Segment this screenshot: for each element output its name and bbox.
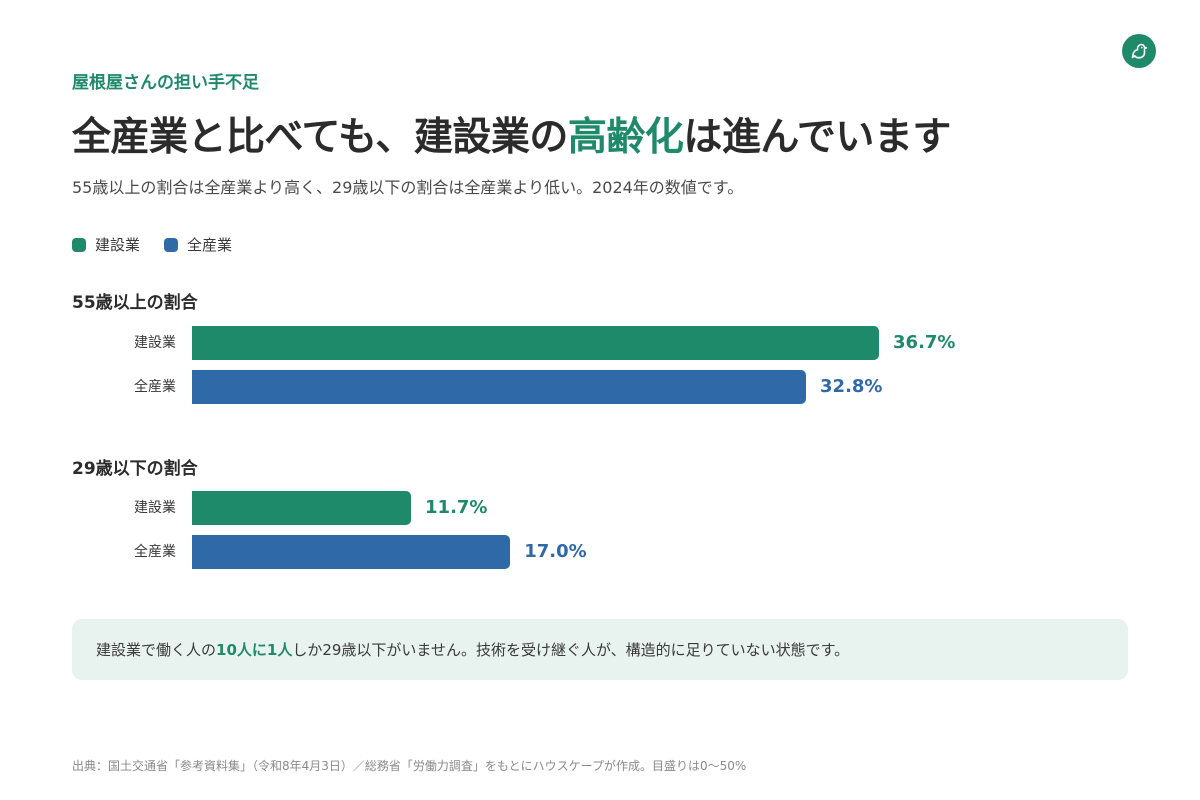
row-label: 全産業 <box>134 544 176 560</box>
callout-text-after: しか29歳以下がいません。技術を受け継ぐ人が、構造的に足りていない状態です。 <box>292 641 850 659</box>
value-29-under-construction: 11.7% <box>425 497 488 518</box>
eyebrow-label: 屋根屋さんの担い手不足 <box>72 73 259 93</box>
title-highlight: 高齢化 <box>567 115 684 160</box>
row-label: 建設業 <box>134 335 176 351</box>
legend-label-all-industries: 全産業 <box>187 236 233 254</box>
group-title-29-under: 29歳以下の割合 <box>72 459 198 479</box>
title-text-after: は進んでいます <box>683 115 951 160</box>
legend-item-construction: 建設業 <box>72 234 140 255</box>
value-55-plus-all-industries: 32.8% <box>820 376 883 397</box>
page-title: 全産業と比べても、建設業の高齢化は進んでいます <box>72 106 951 162</box>
legend-item-all-industries: 全産業 <box>164 234 232 255</box>
callout-text-before: 建設業で働く人の <box>96 641 217 659</box>
row-label: 建設業 <box>134 500 176 516</box>
page-subtitle: 55歳以上の割合は全産業より高く、29歳以下の割合は全産業より低い。2024年の… <box>72 178 744 197</box>
row-label: 全産業 <box>134 379 176 395</box>
bar-55-plus-all-industries <box>192 370 807 404</box>
bar-29-under-construction <box>192 491 412 525</box>
legend-swatch-all-industries <box>164 237 179 252</box>
callout-emphasis: 10人に1人 <box>216 641 293 659</box>
group-title-55-plus: 55歳以上の割合 <box>72 293 198 313</box>
bar-55-plus-construction <box>192 326 880 360</box>
chart-legend: 建設業 全産業 <box>72 234 232 255</box>
callout-box: 建設業で働く人の 10人に1人 しか29歳以下がいません。技術を受け継ぐ人が、構造的… <box>72 619 1128 680</box>
bar-29-under-all-industries <box>192 535 511 569</box>
legend-swatch-construction <box>72 237 86 252</box>
title-text-before: 全産業と比べても、建設業の <box>72 115 568 160</box>
bird-logo-icon <box>1122 34 1156 68</box>
bird-logo-graphic <box>1131 43 1148 59</box>
value-55-plus-construction: 36.7% <box>893 332 956 353</box>
legend-label-construction: 建設業 <box>95 236 141 254</box>
source-note: 出典：国土交通省「参考資料集」（令和8年4月3日）／総務省「労働力調査」をもとに… <box>72 759 747 773</box>
value-29-under-all-industries: 17.0% <box>524 541 587 562</box>
